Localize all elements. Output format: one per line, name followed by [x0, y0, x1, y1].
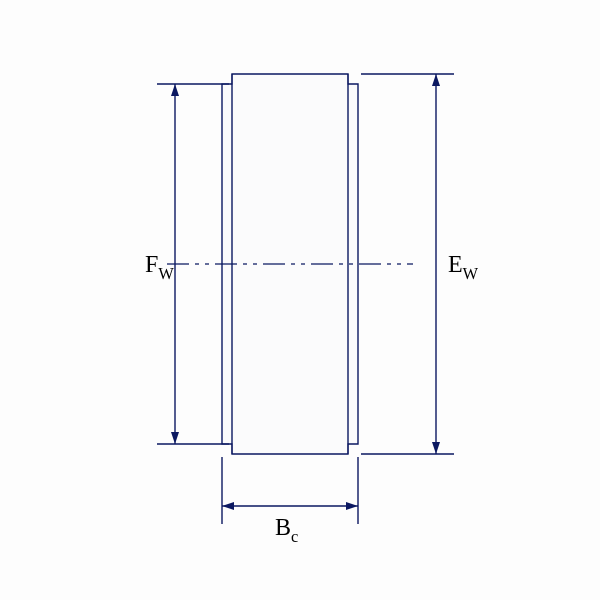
- label-fw-main: F: [145, 252, 158, 278]
- label-bc-sub: c: [291, 527, 298, 546]
- label-ew-main: E: [448, 252, 463, 278]
- label-fw: FW: [145, 253, 174, 281]
- diagram-stage: FW EW Bc: [0, 0, 600, 600]
- label-ew: EW: [448, 253, 478, 281]
- label-bc-main: B: [275, 515, 291, 541]
- label-bc: Bc: [275, 516, 298, 544]
- label-fw-sub: W: [158, 264, 173, 283]
- bearing-diagram-svg: [0, 0, 600, 600]
- label-ew-sub: W: [463, 264, 478, 283]
